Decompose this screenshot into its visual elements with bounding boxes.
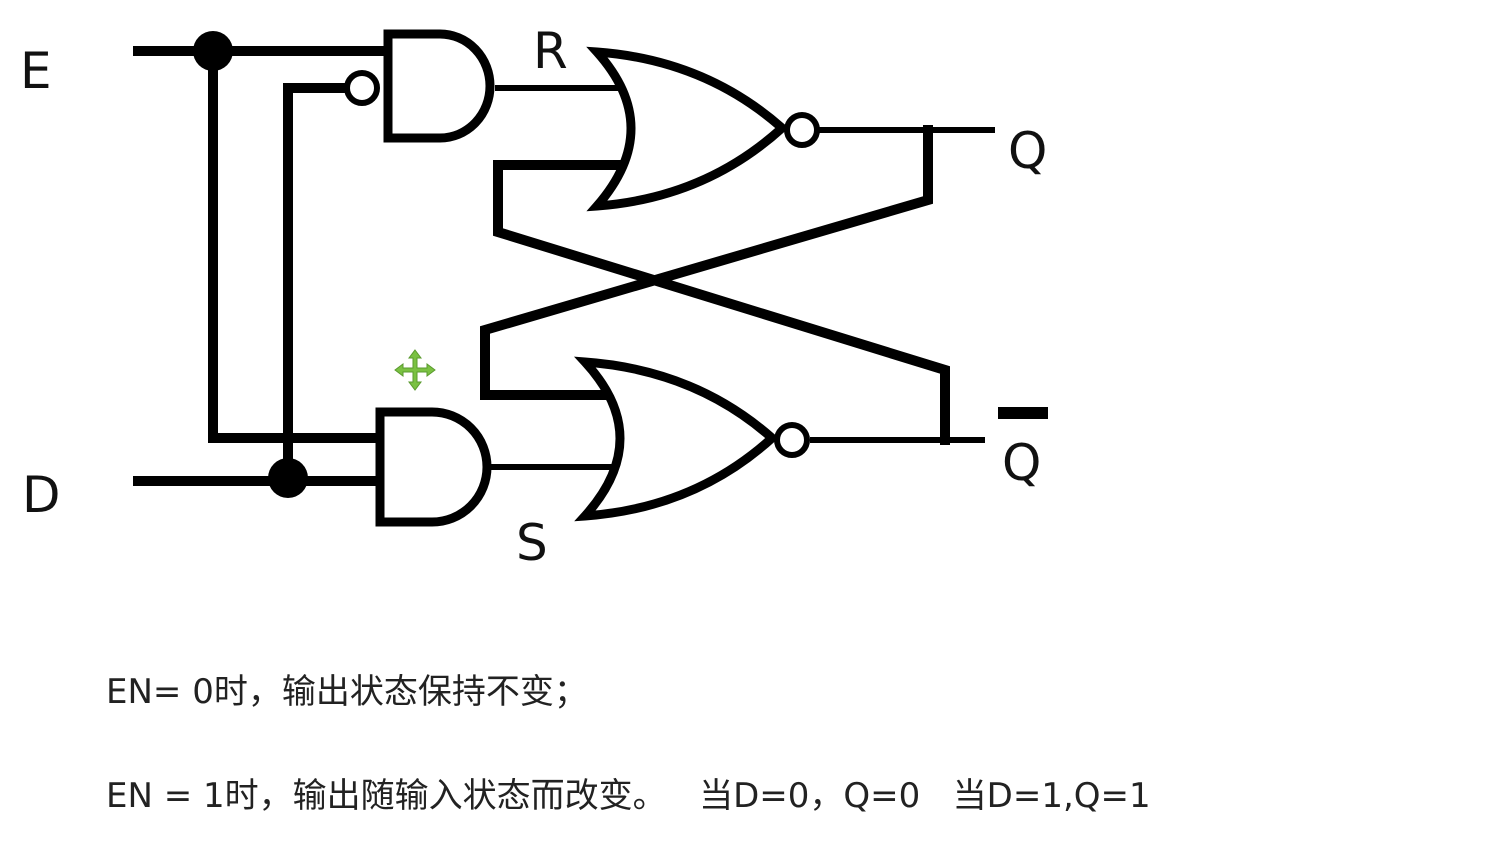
and-gate-bottom bbox=[375, 407, 492, 527]
qbar-overline bbox=[998, 407, 1048, 419]
label-output-qbar: Q bbox=[1002, 434, 1041, 492]
wire-d-to-top-and bbox=[283, 83, 350, 486]
nor-gate-bottom bbox=[573, 356, 779, 522]
move-cursor-icon bbox=[394, 349, 436, 391]
and-gate-top bbox=[383, 29, 495, 143]
nor-bubble-top bbox=[784, 112, 820, 148]
nor-bubble-bottom bbox=[774, 422, 810, 458]
junction-dot-e bbox=[193, 31, 233, 71]
inverter-bubble-top-and bbox=[344, 70, 380, 106]
wire-qbar-feedback bbox=[493, 160, 950, 445]
label-signal-r: R bbox=[533, 22, 568, 80]
wire-q-feedback bbox=[480, 125, 933, 400]
label-signal-s: S bbox=[516, 514, 548, 572]
label-input-e: E bbox=[20, 42, 52, 100]
note-en-1: EN = 1时，输出随输入状态而改变。 当D=0，Q=0 当D=1,Q=1 bbox=[106, 776, 1151, 816]
junction-dot-d bbox=[268, 458, 308, 498]
gated-d-latch-diagram: E D R S Q Q bbox=[20, 22, 1048, 572]
wire-e-to-bottom-and bbox=[208, 46, 383, 443]
nor-gate-top bbox=[586, 46, 789, 212]
label-output-q: Q bbox=[1008, 122, 1047, 180]
note-en-0: EN= 0时，输出状态保持不变； bbox=[106, 672, 588, 712]
label-input-d: D bbox=[22, 466, 61, 524]
